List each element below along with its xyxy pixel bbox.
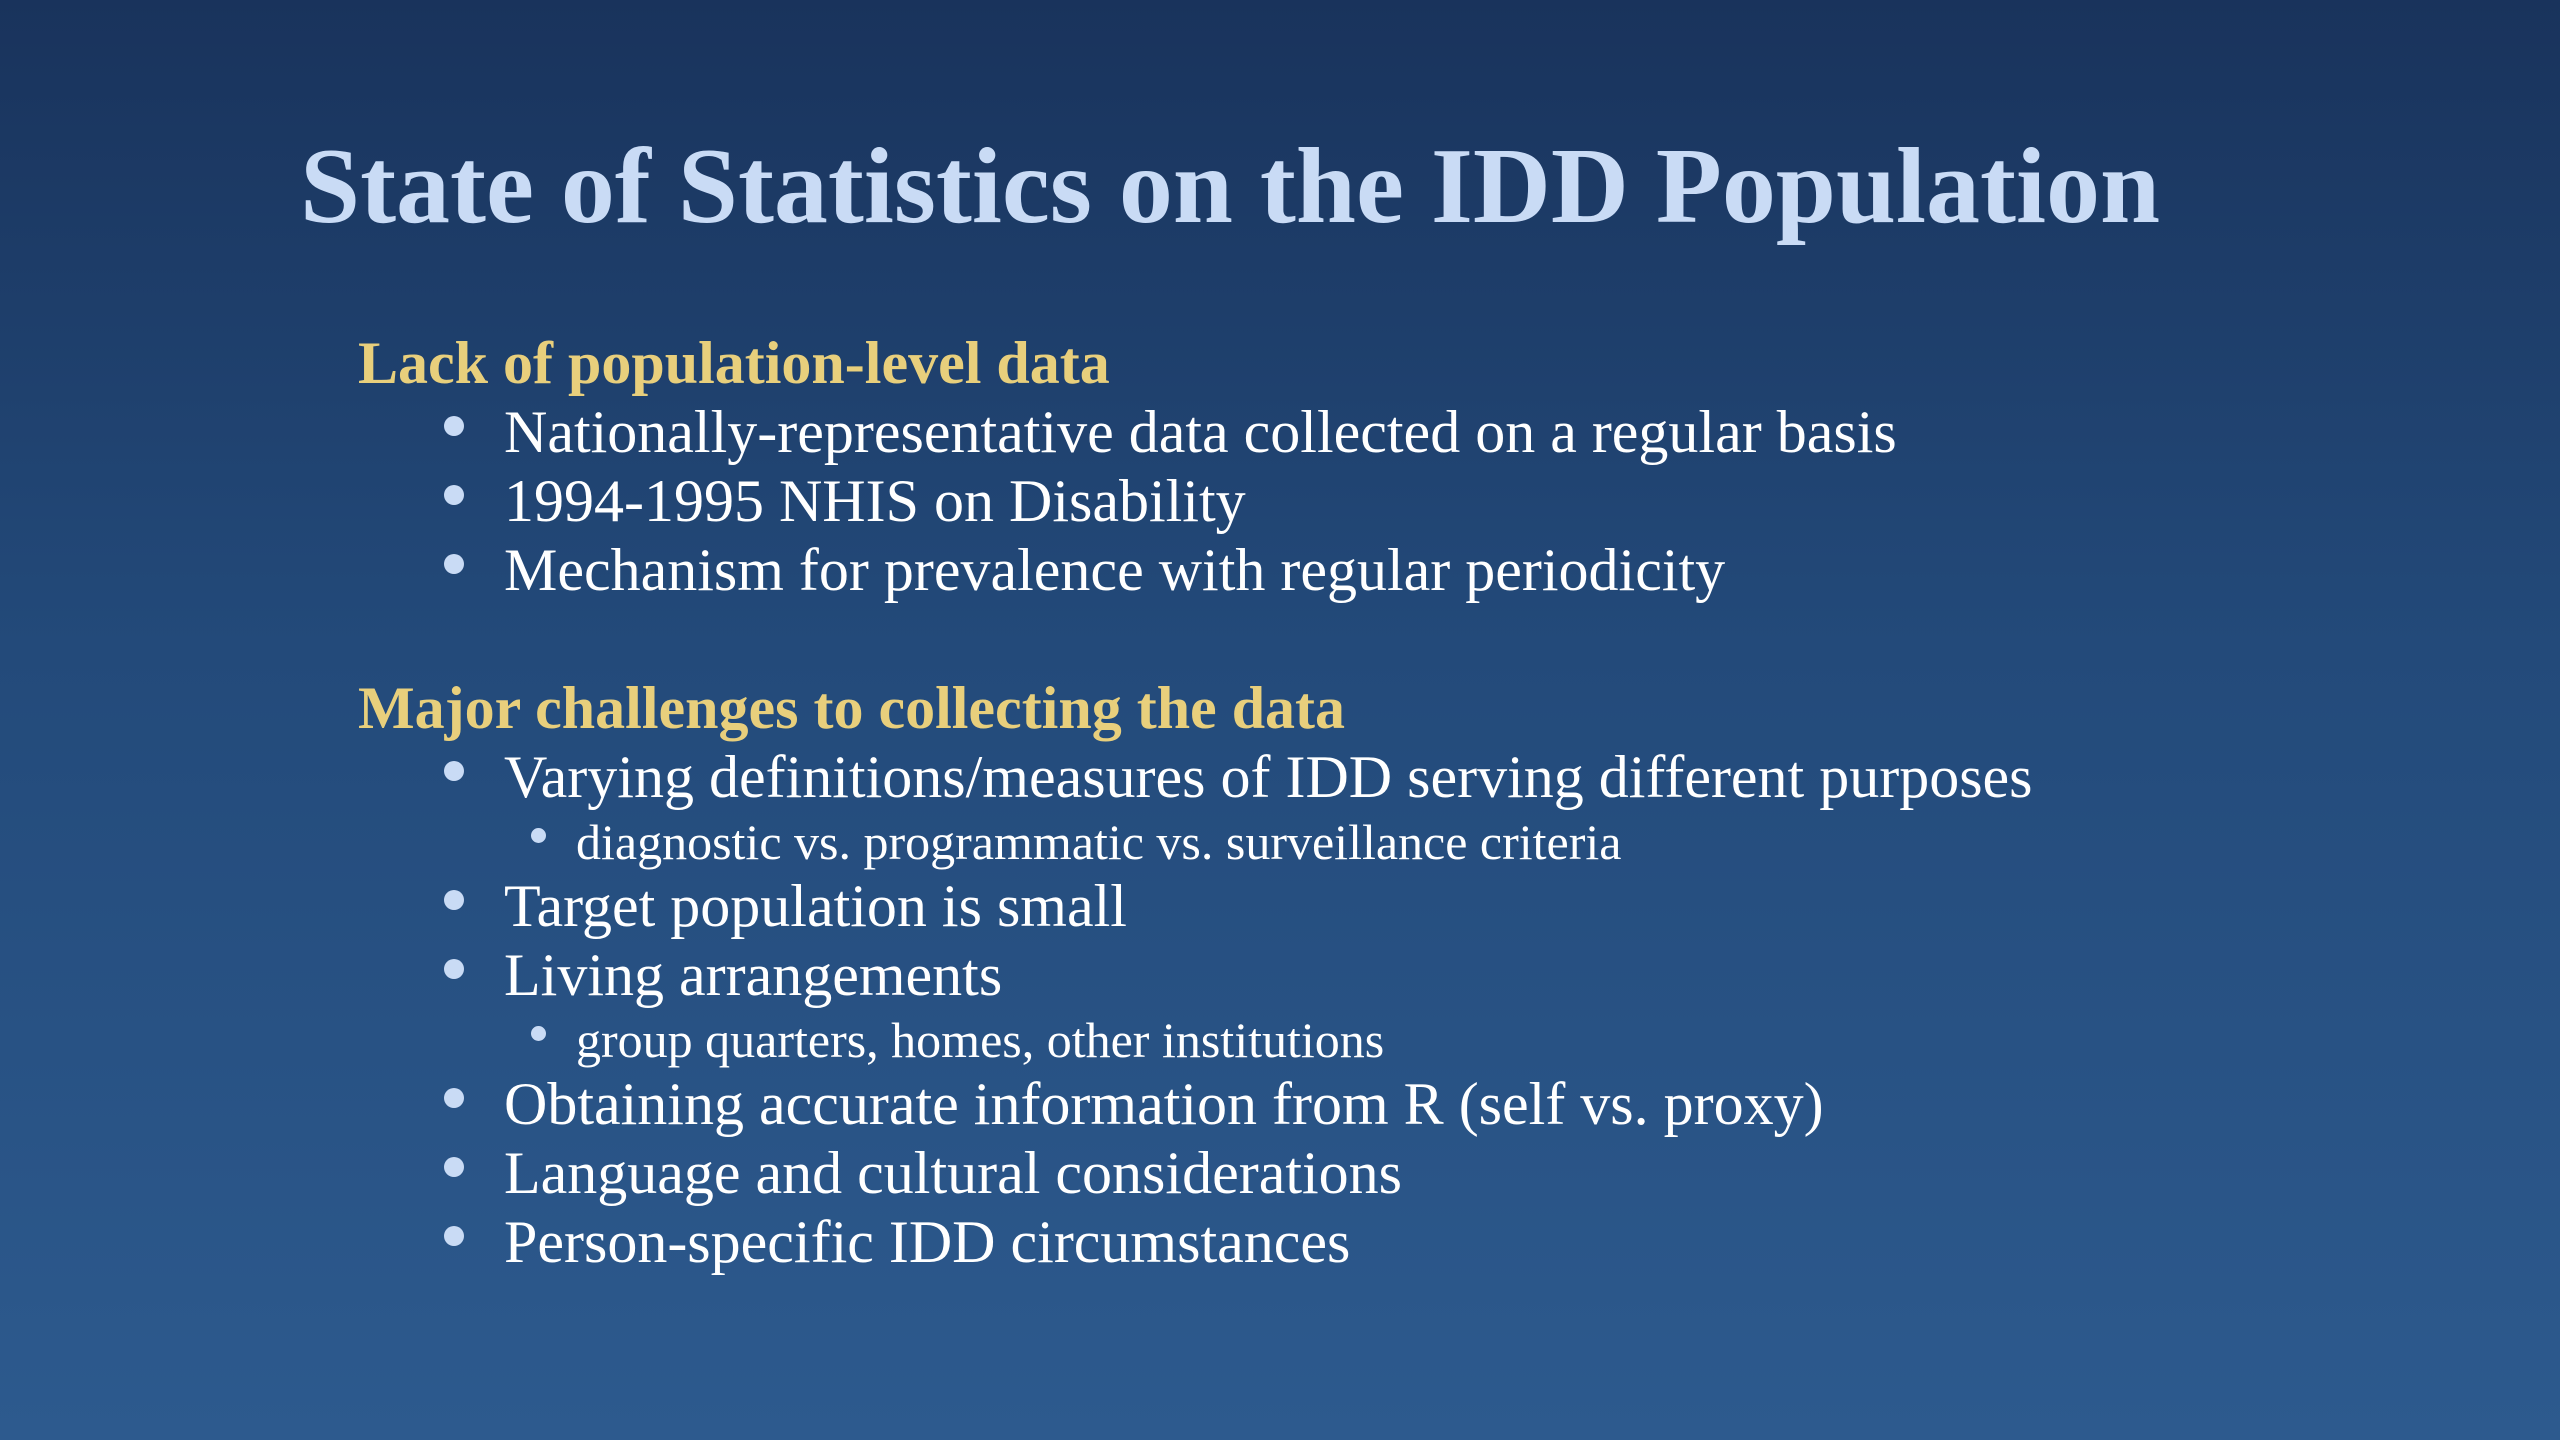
section-population-data: Lack of population-level data Nationally… — [358, 328, 1897, 605]
bullet-text: Mechanism for prevalence with regular pe… — [504, 537, 1726, 603]
bullet-text: Varying definitions/measures of IDD serv… — [504, 744, 2033, 810]
bullet-item: Varying definitions/measures of IDD serv… — [358, 743, 2033, 812]
bullet-dot-icon — [444, 761, 464, 781]
section-heading: Lack of population-level data — [358, 330, 1110, 396]
bullet-item: Obtaining accurate information from R (s… — [358, 1070, 2033, 1139]
bullet-item: Target population is small — [358, 872, 2033, 941]
bullet-dot-icon — [444, 1157, 464, 1177]
bullet-item: Language and cultural considerations — [358, 1139, 2033, 1208]
bullet-dot-icon — [444, 485, 464, 505]
bullet-text: Person-specific IDD circumstances — [504, 1209, 1351, 1275]
bullet-dot-icon — [444, 1226, 464, 1246]
sub-bullet-dot-icon — [531, 1026, 546, 1041]
bullet-item: Person-specific IDD circumstances — [358, 1208, 2033, 1277]
bullet-item: Mechanism for prevalence with regular pe… — [358, 536, 1897, 605]
bullet-text: Target population is small — [504, 873, 1127, 939]
bullet-list: Varying definitions/measures of IDD serv… — [358, 743, 2033, 1277]
bullet-text: 1994-1995 NHIS on Disability — [504, 468, 1246, 534]
bullet-list: Nationally-representative data collected… — [358, 398, 1897, 605]
bullet-item: 1994-1995 NHIS on Disability — [358, 467, 1897, 536]
sub-bullet-dot-icon — [531, 828, 546, 843]
bullet-text: Nationally-representative data collected… — [504, 399, 1897, 465]
section-major-challenges: Major challenges to collecting the data … — [358, 673, 2033, 1277]
bullet-item: Nationally-representative data collected… — [358, 398, 1897, 467]
sub-bullet-item: diagnostic vs. programmatic vs. surveill… — [358, 812, 2033, 872]
bullet-dot-icon — [444, 554, 464, 574]
bullet-text: Language and cultural considerations — [504, 1140, 1403, 1206]
bullet-dot-icon — [444, 416, 464, 436]
bullet-text: Living arrangements — [504, 942, 1003, 1008]
bullet-item: Living arrangements — [358, 941, 2033, 1010]
bullet-text: Obtaining accurate information from R (s… — [504, 1071, 1824, 1137]
sub-bullet-text: group quarters, homes, other institution… — [576, 1012, 1385, 1068]
bullet-dot-icon — [444, 890, 464, 910]
section-heading: Major challenges to collecting the data — [358, 675, 1346, 741]
bullet-dot-icon — [444, 1088, 464, 1108]
sub-bullet-item: group quarters, homes, other institution… — [358, 1010, 2033, 1070]
bullet-dot-icon — [444, 959, 464, 979]
sub-bullet-text: diagnostic vs. programmatic vs. surveill… — [576, 814, 1622, 870]
slide-title: State of Statistics on the IDD Populatio… — [300, 127, 2161, 246]
